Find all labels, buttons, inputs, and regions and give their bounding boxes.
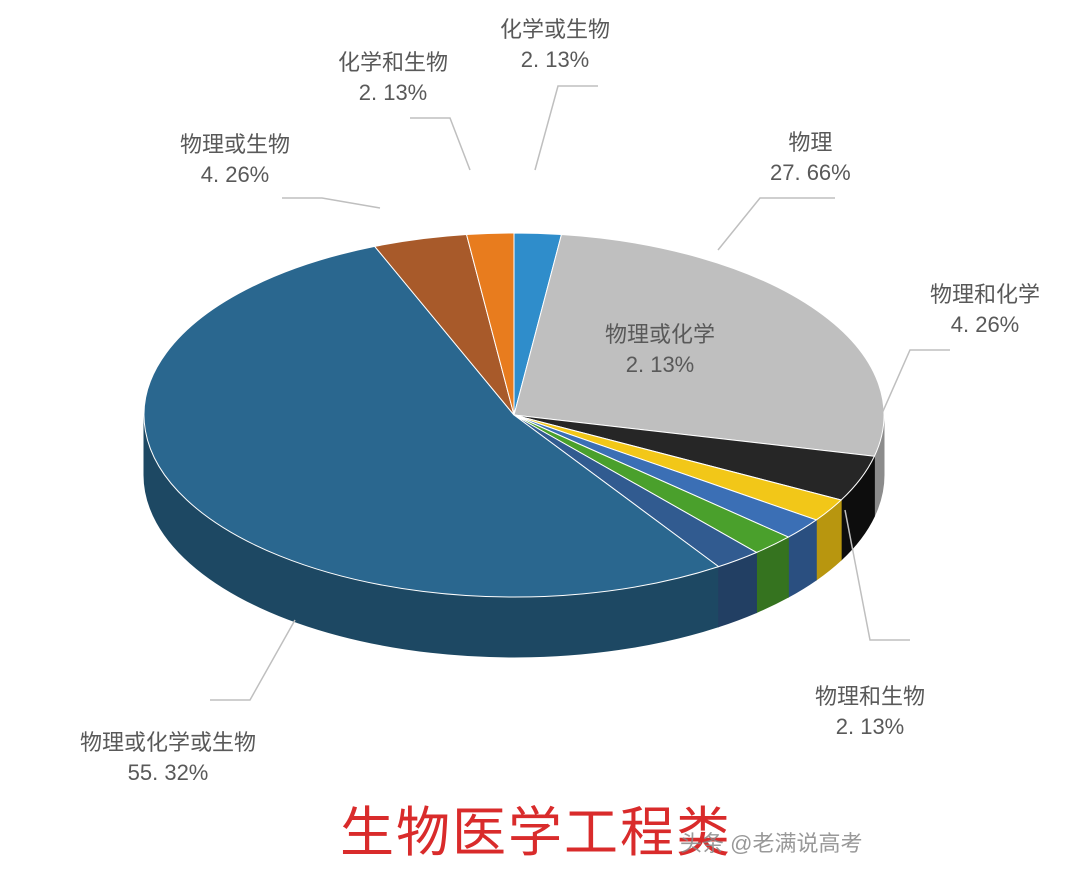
chart-title: 生物医学工程类 xyxy=(340,788,732,867)
watermark: 头条 @老满说高考 xyxy=(680,826,862,858)
label-chem-and-bio: 化学和生物2. 13% xyxy=(338,48,448,107)
label-phys: 物理27. 66% xyxy=(770,128,851,187)
label-phys-or-chem-or-bio: 物理或化学或生物55. 32% xyxy=(80,728,256,787)
pie-chart-3d: 化学或生物2. 13% 化学和生物2. 13% 物理或生物4. 26% 物理27… xyxy=(0,0,1080,873)
label-phys-or-bio: 物理或生物4. 26% xyxy=(180,130,290,189)
label-phys-and-chem: 物理和化学4. 26% xyxy=(930,280,1040,339)
label-chem-or-bio: 化学或生物2. 13% xyxy=(500,15,610,74)
label-phys-or-chem: 物理或化学2. 13% xyxy=(605,320,715,379)
label-phys-and-bio: 物理和生物2. 13% xyxy=(815,682,925,741)
